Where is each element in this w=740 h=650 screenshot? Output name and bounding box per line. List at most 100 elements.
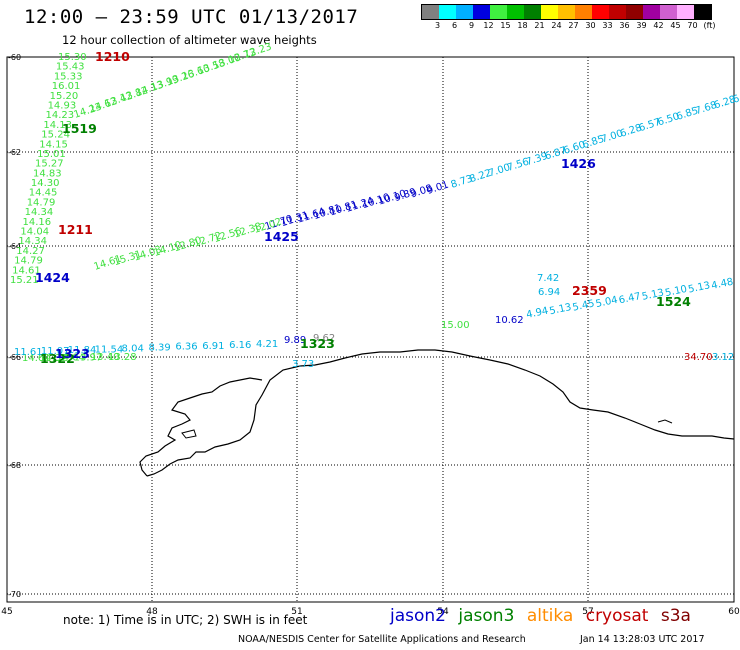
pass-time-label: 1322 xyxy=(40,351,75,366)
wave-height-value: 15.33 xyxy=(54,71,83,82)
scale-swatch xyxy=(473,5,490,19)
coastline xyxy=(139,349,735,477)
chart-title: 12:00 – 23:59 UTC 01/13/2017 xyxy=(24,6,359,28)
wave-height-value: 14.61 xyxy=(12,265,41,276)
wave-height-value: 14.04 xyxy=(20,227,49,238)
pass-time-label: 1426 xyxy=(561,156,596,171)
mission-legend: jason2 jason3 altika cryosat s3a xyxy=(390,606,698,626)
scale-label: 33 xyxy=(602,21,613,30)
wave-height-value: 15.01 xyxy=(37,149,66,160)
scale-label: 39 xyxy=(636,21,647,30)
scale-swatch xyxy=(609,5,626,19)
wave-height-value: 13.28 xyxy=(108,352,137,363)
scale-swatch xyxy=(422,5,439,19)
scale-label: 45 xyxy=(670,21,681,30)
scale-label: 9 xyxy=(468,21,475,30)
wave-height-value: 5.13 xyxy=(548,302,572,317)
mission-s3a: s3a xyxy=(660,606,691,626)
scale-label: 12 xyxy=(483,21,494,30)
y-tick-label: -60 xyxy=(8,53,21,62)
map-frame xyxy=(6,56,735,603)
scale-swatch xyxy=(677,5,694,19)
pass-time-label: 1323 xyxy=(55,346,90,361)
scale-label: 30 xyxy=(585,21,596,30)
scale-label: 70 xyxy=(687,21,698,30)
footnote: note: 1) Time is in UTC; 2) SWH is in fe… xyxy=(63,613,308,627)
x-tick-label: 57 xyxy=(582,607,593,617)
x-axis-ticks: 45 48 51 54 57 60 xyxy=(1,607,740,617)
wave-height-value: 11.07 xyxy=(41,346,70,357)
scale-label: 6 xyxy=(451,21,458,30)
wave-height-value: 15.24 xyxy=(41,130,70,141)
scale-swatch xyxy=(439,5,456,19)
scale-swatch xyxy=(660,5,677,19)
wave-height-value: 14.16 xyxy=(23,217,52,228)
mission-cryosat: cryosat xyxy=(585,606,649,626)
wave-height-value: 15.27 xyxy=(35,159,64,170)
mission-jason3: jason3 xyxy=(458,606,515,626)
wave-height-value: 34.70 xyxy=(684,352,713,363)
coastline-islet xyxy=(657,419,673,424)
wave-height-value: 11.84 xyxy=(68,345,97,356)
scale-swatch xyxy=(456,5,473,19)
wave-height-value: 11.61 xyxy=(14,347,43,358)
scale-label: 3 xyxy=(434,21,441,30)
x-tick-label: 51 xyxy=(291,607,302,617)
x-tick-label: 48 xyxy=(146,607,158,617)
scale-label: 42 xyxy=(653,21,664,30)
wave-height-value: 15.00 xyxy=(441,320,470,331)
wave-height-value: 3.73 xyxy=(292,359,314,370)
wave-height-value: 6.91 xyxy=(202,341,224,352)
color-scale-labels: 3 6 9 12 15 18 21 24 27 30 33 36 39 42 45 70 (ft) xyxy=(421,20,716,32)
x-tick-label: 60 xyxy=(728,607,740,617)
scale-swatch xyxy=(507,5,524,19)
coastline-islet xyxy=(181,429,197,439)
wave-height-value: 14.23 xyxy=(73,102,104,121)
wave-height-value: 14.27 xyxy=(16,246,45,257)
wave-height-value: 15.43 xyxy=(56,62,85,73)
wave-height-value: 9.89 xyxy=(284,335,306,346)
y-tick-label: -66 xyxy=(8,353,21,362)
wave-height-value: 14.23 xyxy=(45,110,74,121)
wave-height-value: 10.62 xyxy=(495,315,524,326)
wave-height-value: 3.12 xyxy=(712,352,734,363)
wave-height-value: 14.34 xyxy=(18,236,47,247)
wave-height-value: 6.47 xyxy=(618,291,642,306)
scale-swatch xyxy=(490,5,507,19)
scale-label: 15 xyxy=(500,21,511,30)
scale-swatch xyxy=(626,5,643,19)
wave-height-value: 5.13 xyxy=(641,287,665,302)
scale-label: 36 xyxy=(619,21,630,30)
scale-label: 27 xyxy=(568,21,579,30)
wave-height-value: 4.48 xyxy=(710,277,734,292)
chart-subtitle: 12 hour collection of altimeter wave hei… xyxy=(62,33,317,47)
wave-height-value: 6.7 xyxy=(732,90,740,105)
wave-height-value: 6.36 xyxy=(175,342,197,353)
x-tick-label: 45 xyxy=(1,607,12,617)
wave-height-value: 13.40 xyxy=(91,352,120,363)
x-tick-label: 54 xyxy=(437,607,449,617)
wave-height-value: 6.94 xyxy=(538,287,560,298)
wave-height-value: 9.01 xyxy=(426,180,451,197)
y-tick-label: -68 xyxy=(8,461,21,470)
wave-height-value: 16.01 xyxy=(52,81,81,92)
wave-height-value: 6.16 xyxy=(229,340,251,351)
wave-height-value: 13.97 xyxy=(74,352,103,363)
wave-height-value: 14.79 xyxy=(14,256,43,267)
pass-time-label: 1425 xyxy=(264,229,299,244)
wave-height-value: 14.30 xyxy=(31,178,60,189)
wave-height-value: 4.21 xyxy=(256,339,278,350)
y-tick-label: -64 xyxy=(8,242,21,251)
scale-label: (ft) xyxy=(703,21,716,30)
scale-label: 24 xyxy=(551,21,562,30)
pass-time-label: 1524 xyxy=(656,294,691,309)
wave-height-value: 4.94 xyxy=(525,306,549,321)
wave-height-value: 8.04 xyxy=(122,343,144,354)
wave-height-value: 14.83 xyxy=(33,168,62,179)
wave-height-value: 7.42 xyxy=(537,273,559,284)
wave-height-value: 5.04 xyxy=(595,295,619,310)
wave-height-value: 5.45 xyxy=(572,298,596,313)
wave-height-value: 9.62 xyxy=(313,333,335,344)
